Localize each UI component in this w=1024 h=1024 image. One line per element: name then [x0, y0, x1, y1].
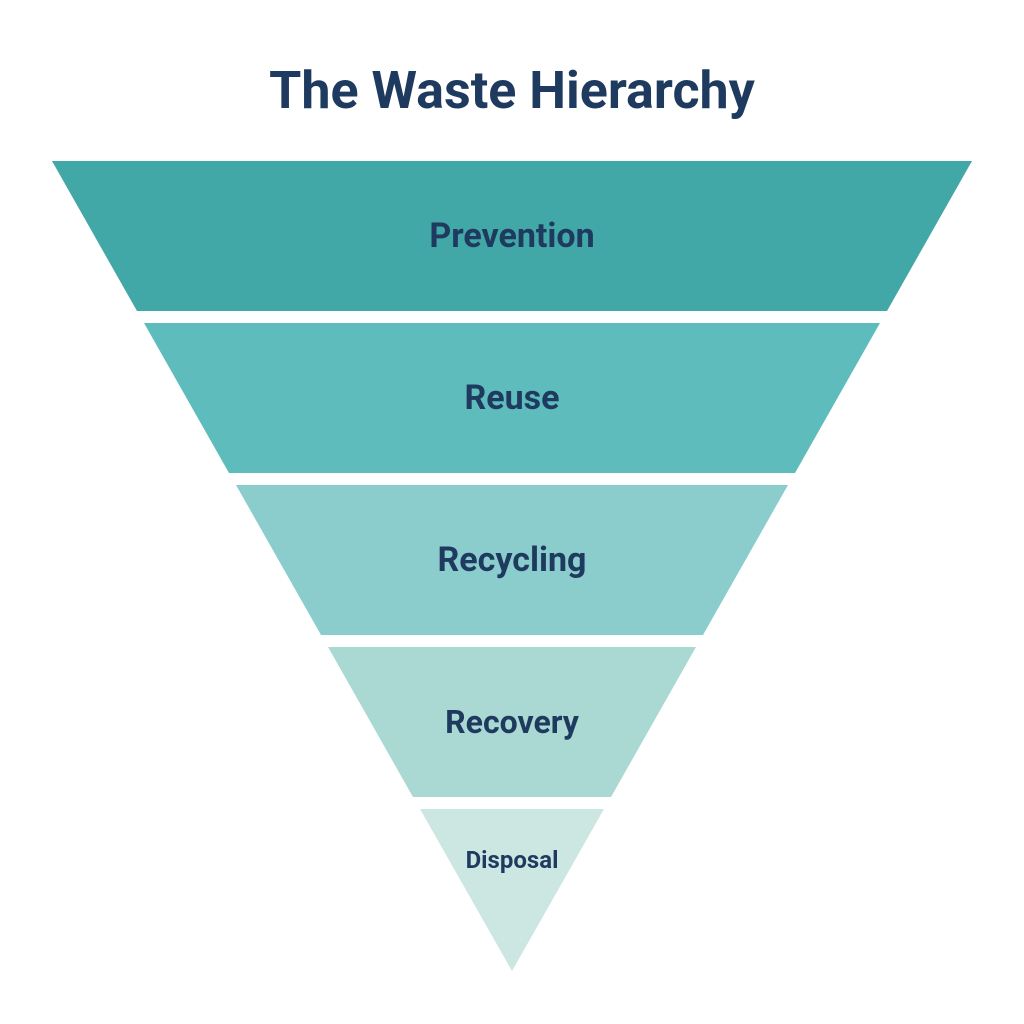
funnel-tier-4: [420, 809, 604, 971]
funnel-tier-label-2: Recycling: [438, 540, 587, 580]
funnel-tier-label-1: Reuse: [464, 378, 559, 418]
funnel-tier-label-4: Disposal: [466, 846, 559, 874]
funnel-diagram: Prevention Reuse Recycling Recovery Disposal: [52, 161, 972, 971]
funnel-tier-label-0: Prevention: [429, 216, 594, 256]
funnel-tier-label-3: Recovery: [445, 703, 579, 741]
diagram-title: The Waste Hierarchy: [269, 60, 755, 121]
